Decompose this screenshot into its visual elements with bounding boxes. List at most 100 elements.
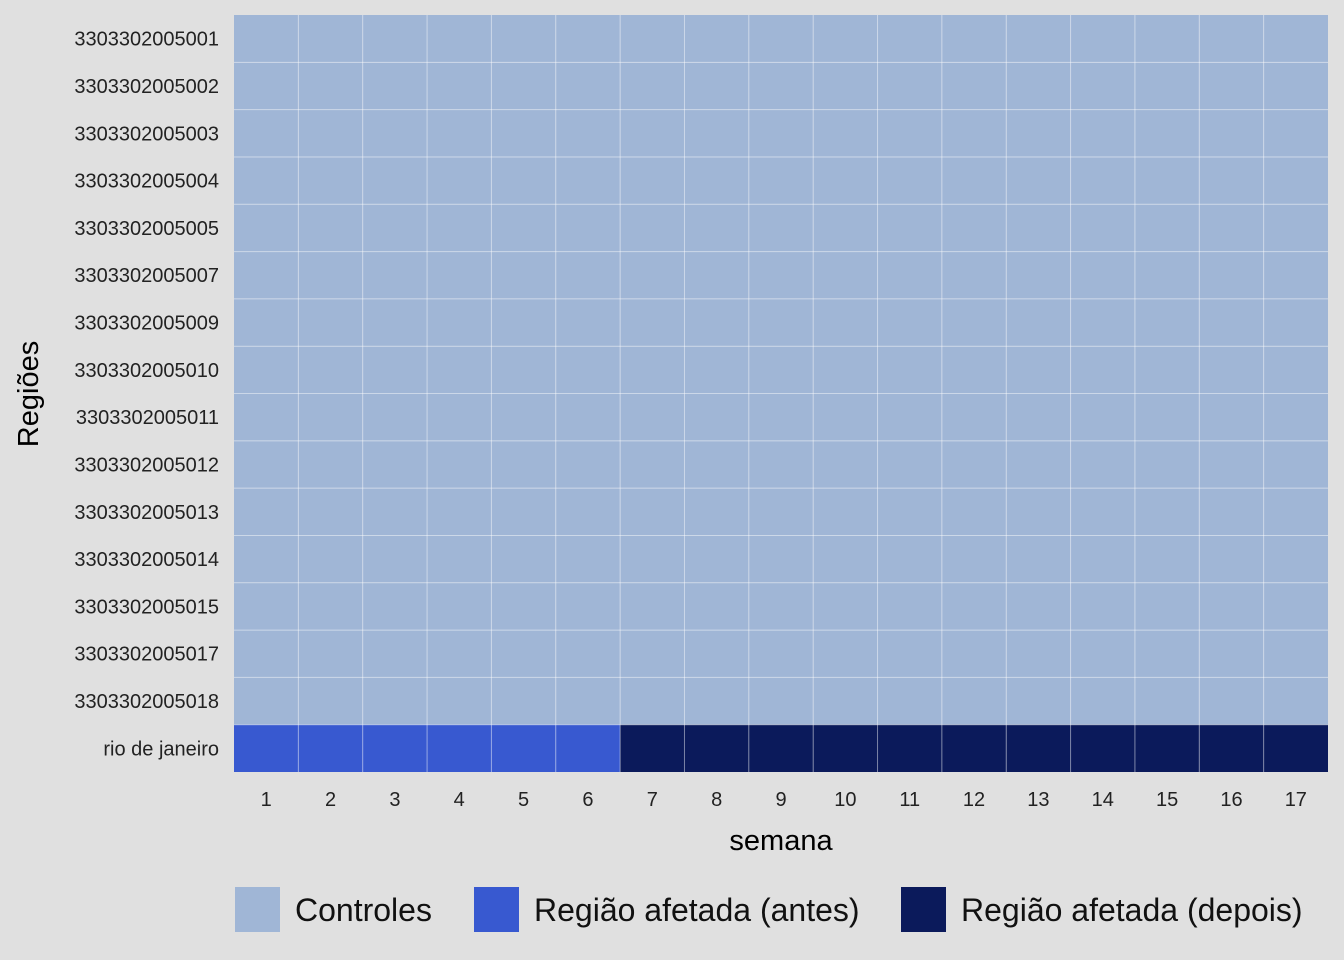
heatmap-cell (1070, 251, 1135, 299)
heatmap-cell (1263, 393, 1328, 441)
heatmap-cell (813, 535, 878, 583)
heatmap-cell (555, 393, 621, 441)
heatmap-cell (555, 251, 621, 299)
heatmap-cell (298, 62, 363, 110)
heatmap-cell (234, 15, 299, 63)
heatmap-cell (491, 393, 556, 441)
heatmap-cell (555, 677, 621, 725)
heatmap-cell (234, 298, 299, 347)
heatmap-cell (684, 62, 749, 110)
heatmap-cell (298, 346, 363, 394)
heatmap-cell (1070, 109, 1135, 157)
heatmap-cell (684, 677, 749, 725)
heatmap-cell (491, 630, 556, 678)
x-tick-label: 10 (834, 789, 856, 811)
heatmap-cell (813, 15, 878, 63)
heatmap-cell (1134, 15, 1200, 63)
heatmap-cell (362, 393, 428, 441)
heatmap-cell (813, 440, 878, 489)
heatmap-cell (748, 724, 814, 772)
heatmap-cell (362, 630, 428, 678)
heatmap-cell (491, 724, 556, 772)
heatmap-cell (298, 630, 363, 678)
heatmap-cell (362, 298, 428, 347)
y-tick-label: 3303302005001 (74, 29, 219, 51)
heatmap-cell (427, 251, 492, 299)
heatmap-cell (555, 298, 621, 347)
y-tick-label: 3303302005007 (74, 265, 219, 287)
heatmap-cell (748, 677, 814, 725)
x-tick-label: 11 (899, 789, 920, 811)
heatmap-cell (1006, 298, 1071, 347)
heatmap-cell (1263, 156, 1328, 205)
heatmap-cell (234, 346, 299, 394)
heatmap-cell (427, 440, 492, 489)
heatmap-cell (234, 630, 299, 678)
heatmap-cell (1263, 440, 1328, 489)
heatmap-cell (427, 724, 492, 772)
heatmap-cell (427, 156, 492, 205)
heatmap-cell (1006, 677, 1071, 725)
y-tick-label: 3303302005017 (74, 644, 219, 666)
heatmap-cell (1199, 582, 1264, 631)
heatmap-cell (1134, 62, 1200, 110)
x-tick-label: 14 (1092, 789, 1114, 811)
heatmap-cell (877, 15, 942, 63)
heatmap-cell (427, 109, 492, 157)
heatmap-cell (234, 62, 299, 110)
heatmap-cell (234, 156, 299, 205)
heatmap-cell (1263, 15, 1328, 63)
legend-item: Região afetada (antes) (474, 887, 860, 932)
heatmap-cell (1006, 62, 1071, 110)
heatmap-cell (1199, 251, 1264, 299)
heatmap-cell (234, 535, 299, 583)
heatmap-cell (1006, 724, 1071, 772)
heatmap-cell (234, 677, 299, 725)
heatmap-cell (1263, 630, 1328, 678)
heatmap-cell (491, 298, 556, 347)
heatmap-cell (1070, 677, 1135, 725)
x-tick-label: 9 (775, 789, 786, 811)
heatmap-cell (941, 109, 1007, 157)
heatmap-cell (555, 109, 621, 157)
heatmap-cell (748, 156, 814, 205)
x-tick-label: 5 (518, 789, 529, 811)
heatmap-cell (1199, 298, 1264, 347)
heatmap-cell (427, 15, 492, 63)
heatmap-cell (1134, 393, 1200, 441)
y-axis-tick-labels: 3303302005001 3303302005002 3303302005003 3… (74, 29, 219, 761)
y-tick-label: 3303302005010 (74, 360, 219, 382)
heatmap-cell (877, 204, 942, 252)
heatmap-cell (1263, 298, 1328, 347)
heatmap-cell (1006, 109, 1071, 157)
heatmap-cell (298, 582, 363, 631)
heatmap-cell (555, 62, 621, 110)
heatmap-cell (684, 393, 749, 441)
heatmap-cell (877, 630, 942, 678)
heatmap-cell (362, 724, 428, 772)
heatmap-cell (1263, 109, 1328, 157)
heatmap-cell (1070, 535, 1135, 583)
heatmap-cell (941, 630, 1007, 678)
heatmap-cell (1134, 109, 1200, 157)
heatmap-cell (877, 251, 942, 299)
heatmap-cell (491, 582, 556, 631)
heatmap-cell (813, 298, 878, 347)
heatmap-cell (1199, 393, 1264, 441)
heatmap-cell (1134, 440, 1200, 489)
heatmap-cell (1263, 251, 1328, 299)
heatmap-cell (684, 724, 749, 772)
heatmap-cell (427, 346, 492, 394)
heatmap-cell (1070, 440, 1135, 489)
y-tick-label: 3303302005011 (76, 407, 219, 429)
heatmap-cell (362, 488, 428, 536)
heatmap-cell (813, 251, 878, 299)
heatmap-cell (813, 582, 878, 631)
heatmap-cell (1263, 535, 1328, 583)
heatmap-cell (362, 204, 428, 252)
heatmap-cell (813, 109, 878, 157)
heatmap-cell (620, 535, 685, 583)
y-tick-label: rio de janeiro (103, 738, 219, 760)
heatmap-cell (555, 346, 621, 394)
heatmap-cell (491, 535, 556, 583)
